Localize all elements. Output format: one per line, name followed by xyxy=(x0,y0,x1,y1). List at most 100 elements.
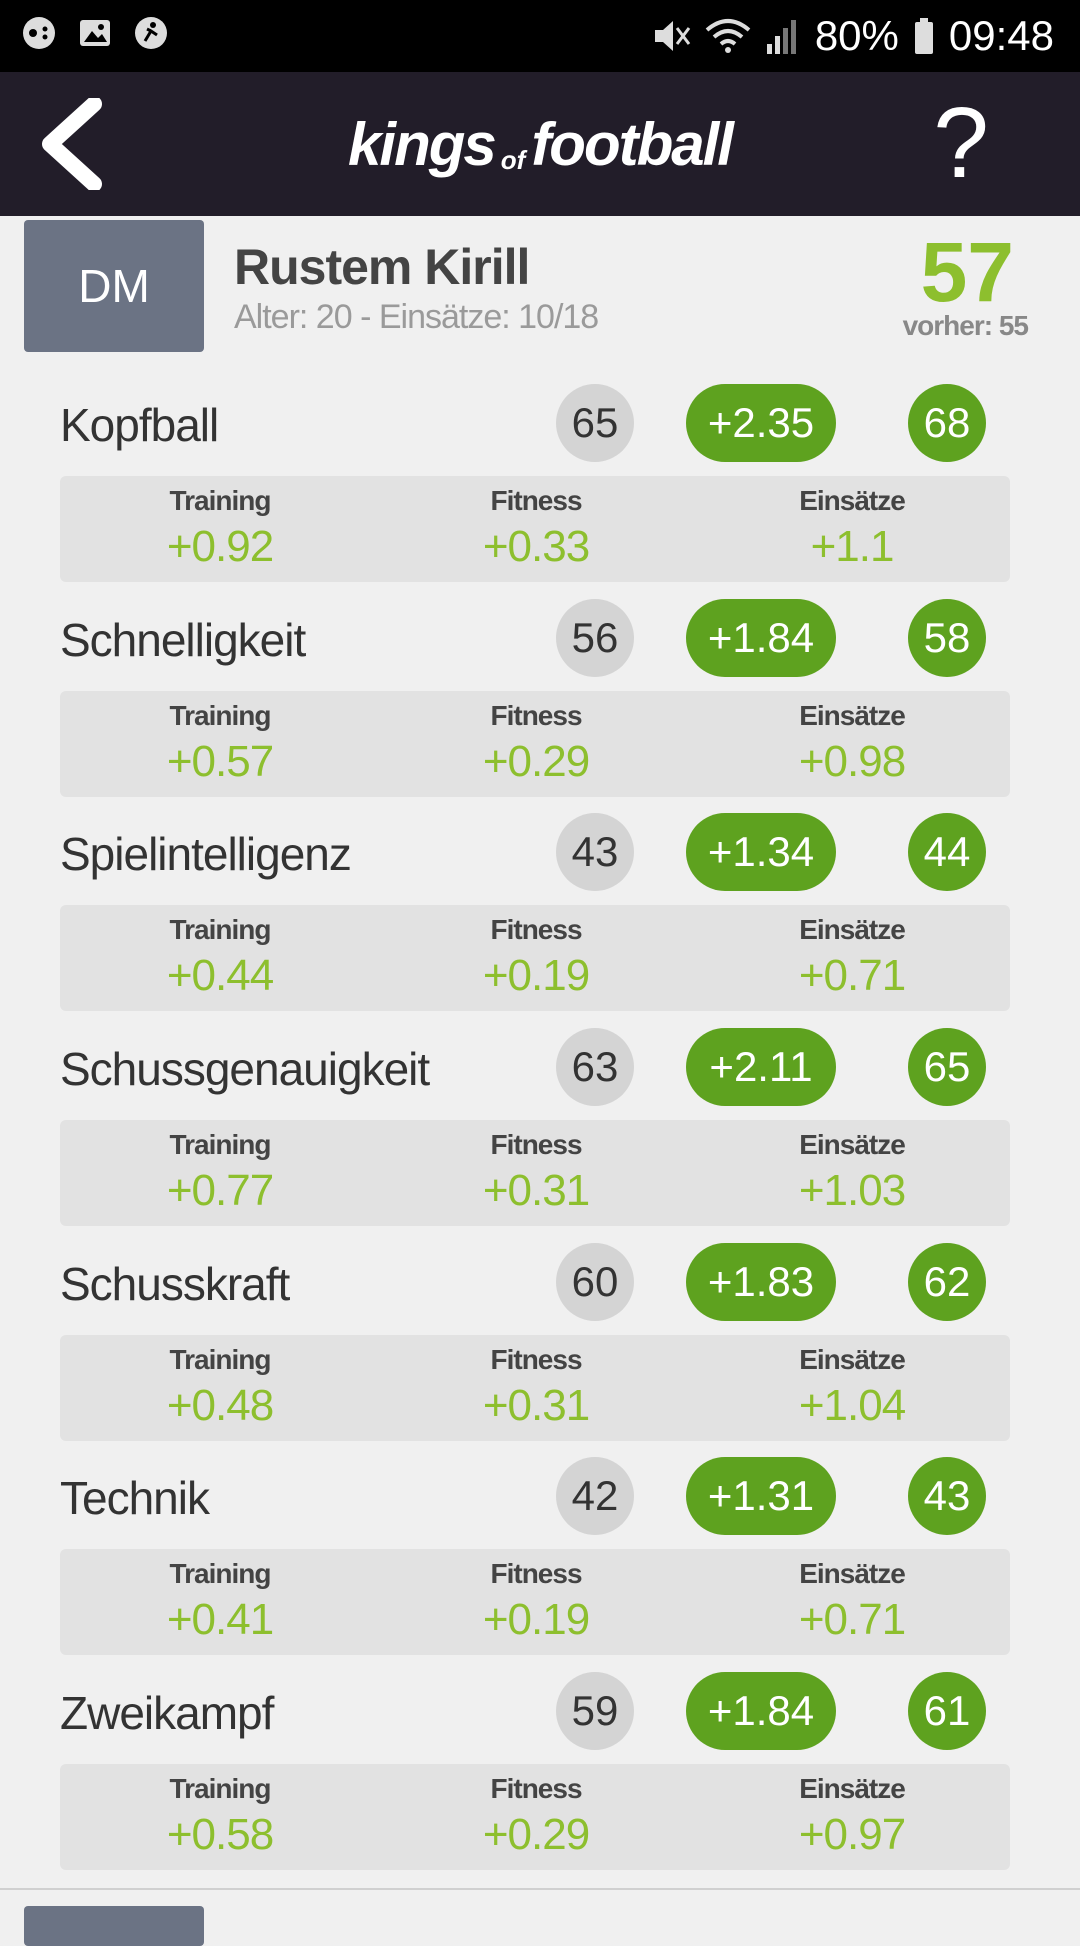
fitness-value: +0.31 xyxy=(482,1380,590,1430)
chevron-left-icon xyxy=(42,96,102,192)
breakdown-panel: Training +0.77 Fitness +0.31 Einsätze +1.03 xyxy=(60,1120,1010,1227)
training-label: Training xyxy=(169,1343,272,1375)
attribute-name: Schusskraft xyxy=(60,1257,290,1310)
training-column: Training +0.92 xyxy=(60,482,380,574)
attribute-name: Zweikampf xyxy=(60,1687,274,1740)
battery-icon xyxy=(913,16,935,56)
old-value-badge: 43 xyxy=(556,813,634,892)
new-value-badge: 61 xyxy=(908,1672,986,1751)
einsaetze-label: Einsätze xyxy=(799,1773,906,1805)
new-value-badge: 44 xyxy=(908,813,986,892)
player-header: DM Rustem Kirill Alter: 20 - Einsätze: 1… xyxy=(0,216,1080,366)
training-label: Training xyxy=(169,914,272,946)
training-value: +0.58 xyxy=(166,1810,274,1860)
status-bar: 80% 09:48 xyxy=(0,0,1080,72)
training-column: Training +0.77 xyxy=(60,1126,380,1218)
training-value: +0.44 xyxy=(166,951,274,1001)
position-badge: DM xyxy=(24,220,204,352)
app-logo: kings of football xyxy=(348,111,734,178)
einsaetze-column: Einsätze +1.1 xyxy=(692,482,1012,574)
breakdown-panel: Training +0.58 Fitness +0.29 Einsätze +0.97 xyxy=(60,1764,1012,1871)
fitness-value: +0.19 xyxy=(482,1595,590,1645)
battery-percent: 80% xyxy=(814,12,899,59)
new-value-badge: 58 xyxy=(908,598,986,677)
einsaetze-value: +0.71 xyxy=(798,1595,906,1645)
training-column: Training +0.44 xyxy=(60,911,380,1003)
attribute-name: Kopfball xyxy=(60,399,219,451)
next-player-badge xyxy=(24,1906,204,1946)
fitness-label: Fitness xyxy=(490,1558,582,1590)
new-value-badge: 43 xyxy=(908,1457,986,1536)
wifi-icon xyxy=(705,16,751,56)
attribute-row: Schussgenauigkeit 63 +2.11 65 Training +0.77 F… xyxy=(0,1024,1080,1239)
fitness-column: Fitness +0.19 xyxy=(376,911,696,1003)
signal-icon xyxy=(765,16,801,56)
attribute-row: Schusskraft 60 +1.83 62 Training +0.48 Fitness… xyxy=(0,1239,1080,1454)
fitness-column: Fitness +0.19 xyxy=(376,1555,696,1647)
back-button[interactable] xyxy=(34,96,114,192)
old-value-badge: 56 xyxy=(556,598,634,677)
delta-badge: +1.83 xyxy=(686,1242,836,1321)
attribute-name: Spielintelligenz xyxy=(60,828,352,881)
einsaetze-label: Einsätze xyxy=(799,1343,906,1375)
attribute-name: Schussgenauigkeit xyxy=(60,1043,430,1096)
fitness-column: Fitness +0.31 xyxy=(376,1126,696,1218)
fitness-label: Fitness xyxy=(490,1129,582,1161)
delta-badge: +1.31 xyxy=(686,1457,836,1536)
training-label: Training xyxy=(169,485,272,516)
training-value: +0.57 xyxy=(166,736,274,786)
old-value-badge: 59 xyxy=(556,1672,634,1751)
einsaetze-value: +0.98 xyxy=(798,736,906,786)
attribute-row: Technik 42 +1.31 43 Training +0.41 Fitness +0.1… xyxy=(0,1453,1080,1668)
training-column: Training +0.41 xyxy=(60,1555,380,1647)
delta-badge: +2.35 xyxy=(686,384,836,462)
old-value-badge: 65 xyxy=(556,384,634,462)
einsaetze-value: +1.04 xyxy=(798,1380,906,1430)
fitness-column: Fitness +0.31 xyxy=(376,1341,696,1433)
fitness-value: +0.29 xyxy=(482,736,590,786)
training-value: +0.41 xyxy=(166,1595,274,1645)
attribute-row: Schnelligkeit 56 +1.84 58 Training +0.57 Fitne… xyxy=(0,595,1080,810)
fitness-column: Fitness +0.29 xyxy=(376,1770,696,1862)
training-label: Training xyxy=(169,1558,272,1590)
einsaetze-column: Einsätze +0.71 xyxy=(692,1555,1012,1647)
einsaetze-column: Einsätze +0.97 xyxy=(692,1770,1012,1862)
delta-badge: +1.34 xyxy=(686,813,836,892)
fitness-value: +0.29 xyxy=(482,1810,590,1860)
breakdown-panel: Training +0.44 Fitness +0.19 Einsätze +0.71 xyxy=(60,905,1012,1012)
old-value-badge: 63 xyxy=(556,1028,634,1107)
delta-badge: +1.84 xyxy=(686,598,836,677)
training-column: Training +0.57 xyxy=(60,697,380,789)
previous-rating: vorher: 55 xyxy=(902,310,1029,341)
fitness-value: +0.31 xyxy=(482,1166,590,1216)
fitness-column: Fitness +0.29 xyxy=(376,697,696,789)
einsaetze-column: Einsätze +0.71 xyxy=(692,911,1012,1003)
game-notification-icon xyxy=(20,14,58,52)
breakdown-panel: Training +0.41 Fitness +0.19 Einsätze +0.71 xyxy=(60,1549,1012,1656)
breakdown-panel: Training +0.48 Fitness +0.31 Einsätze +1.04 xyxy=(60,1334,1012,1441)
attribute-row: Zweikampf 59 +1.84 61 Training +0.58 Fitness +0… xyxy=(0,1668,1080,1883)
attribute-name: Technik xyxy=(60,1472,210,1525)
einsaetze-column: Einsätze +1.04 xyxy=(692,1341,1012,1433)
new-value-badge: 65 xyxy=(908,1028,986,1107)
new-value-badge: 62 xyxy=(908,1242,986,1321)
attribute-row: Kopfball 65 +2.35 68 Training +0.92 Fitness +0.… xyxy=(0,380,1080,595)
einsaetze-label: Einsätze xyxy=(799,699,906,731)
attribute-list: Kopfball 65 +2.35 68 Training +0.92 Fitness +0.… xyxy=(0,380,1080,1883)
attribute-row: Spielintelligenz 43 +1.34 44 Training +0.44 Fi… xyxy=(0,809,1080,1024)
image-notification-icon xyxy=(76,14,114,52)
player-name: Rustem Kirill xyxy=(234,239,530,295)
fitness-value: +0.19 xyxy=(482,951,590,1001)
fitness-value: +0.33 xyxy=(482,522,590,571)
einsaetze-label: Einsätze xyxy=(799,1558,906,1590)
clock: 09:48 xyxy=(948,12,1054,59)
mute-icon xyxy=(651,16,691,56)
player-meta: Alter: 20 - Einsätze: 10/18 xyxy=(234,298,599,336)
einsaetze-value: +0.71 xyxy=(798,951,906,1001)
new-value-badge: 68 xyxy=(908,384,986,462)
help-button[interactable]: ? xyxy=(926,88,996,198)
training-label: Training xyxy=(169,1773,272,1805)
training-value: +0.77 xyxy=(166,1166,274,1216)
delta-badge: +2.11 xyxy=(686,1028,836,1107)
attribute-name: Schnelligkeit xyxy=(60,613,306,666)
